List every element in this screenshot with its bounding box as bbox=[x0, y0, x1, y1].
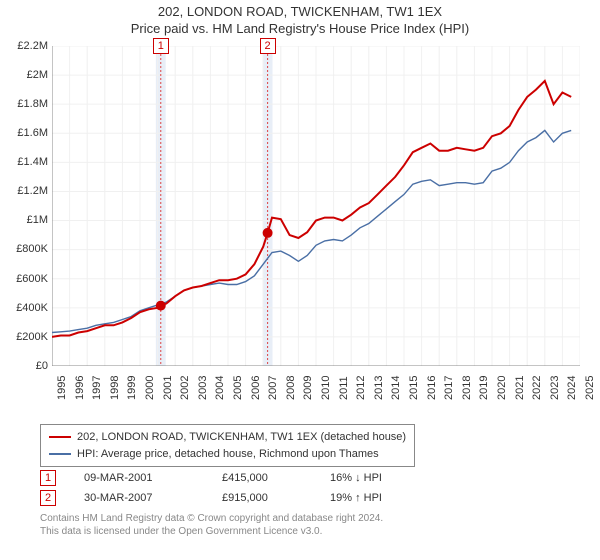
y-tick-label: £600K bbox=[0, 273, 48, 285]
y-tick-label: £800K bbox=[0, 243, 48, 255]
sale-date-2: 30-MAR-2007 bbox=[84, 492, 194, 504]
swatch-hpi bbox=[49, 453, 71, 455]
swatch-property bbox=[49, 436, 71, 438]
legend-label-property: 202, LONDON ROAD, TWICKENHAM, TW1 1EX (d… bbox=[77, 429, 406, 446]
legend: 202, LONDON ROAD, TWICKENHAM, TW1 1EX (d… bbox=[40, 424, 415, 467]
sale-marker-2 bbox=[263, 228, 273, 238]
title-line-2: Price paid vs. HM Land Registry's House … bbox=[0, 21, 600, 38]
sale-box-2: 2 bbox=[260, 38, 276, 54]
y-tick-label: £1.8M bbox=[0, 98, 48, 110]
y-tick-label: £1.6M bbox=[0, 127, 48, 139]
x-tick-label: 2015 bbox=[408, 375, 428, 399]
y-tick-label: £2M bbox=[0, 69, 48, 81]
attribution-line-1: Contains HM Land Registry data © Crown c… bbox=[40, 512, 383, 525]
x-tick-label: 2010 bbox=[320, 375, 340, 399]
x-tick-label: 2025 bbox=[584, 375, 600, 399]
x-tick-label: 2000 bbox=[144, 375, 164, 399]
series-hpi bbox=[52, 130, 571, 332]
sale-date-1: 09-MAR-2001 bbox=[84, 472, 194, 484]
y-tick-label: £400K bbox=[0, 302, 48, 314]
sale-diff-2: 19% ↑ HPI bbox=[330, 492, 410, 504]
title-block: 202, LONDON ROAD, TWICKENHAM, TW1 1EX Pr… bbox=[0, 0, 600, 40]
x-tick-label: 2005 bbox=[232, 375, 252, 399]
sale-box-1: 1 bbox=[153, 38, 169, 54]
x-tick-label: 1995 bbox=[56, 375, 76, 399]
sale-price-1: £415,000 bbox=[222, 472, 302, 484]
sales-table: 1 09-MAR-2001 £415,000 16% ↓ HPI 2 30-MA… bbox=[40, 468, 410, 508]
attribution-line-2: This data is licensed under the Open Gov… bbox=[40, 525, 383, 538]
legend-label-hpi: HPI: Average price, detached house, Rich… bbox=[77, 446, 379, 463]
y-tick-label: £1M bbox=[0, 214, 48, 226]
title-line-1: 202, LONDON ROAD, TWICKENHAM, TW1 1EX bbox=[0, 4, 600, 21]
y-tick-label: £200K bbox=[0, 331, 48, 343]
sale-num-1: 1 bbox=[40, 470, 56, 486]
y-tick-label: £2.2M bbox=[0, 40, 48, 52]
x-tick-label: 2020 bbox=[496, 375, 516, 399]
sales-row-1: 1 09-MAR-2001 £415,000 16% ↓ HPI bbox=[40, 468, 410, 488]
chart-container: 202, LONDON ROAD, TWICKENHAM, TW1 1EX Pr… bbox=[0, 0, 600, 560]
sale-price-2: £915,000 bbox=[222, 492, 302, 504]
y-tick-label: £1.4M bbox=[0, 156, 48, 168]
y-tick-label: £0 bbox=[0, 360, 48, 372]
legend-row-hpi: HPI: Average price, detached house, Rich… bbox=[49, 446, 406, 463]
attribution: Contains HM Land Registry data © Crown c… bbox=[40, 512, 383, 538]
sale-diff-1: 16% ↓ HPI bbox=[330, 472, 410, 484]
y-tick-label: £1.2M bbox=[0, 185, 48, 197]
legend-row-property: 202, LONDON ROAD, TWICKENHAM, TW1 1EX (d… bbox=[49, 429, 406, 446]
sales-row-2: 2 30-MAR-2007 £915,000 19% ↑ HPI bbox=[40, 488, 410, 508]
chart-area: £0 £200K £400K £600K £800K £1M £1.2M £1.4M £1.6M… bbox=[0, 40, 600, 420]
plot-svg bbox=[52, 46, 580, 366]
series-property bbox=[52, 81, 571, 337]
sale-marker-1 bbox=[156, 300, 166, 310]
sale-num-2: 2 bbox=[40, 490, 56, 506]
